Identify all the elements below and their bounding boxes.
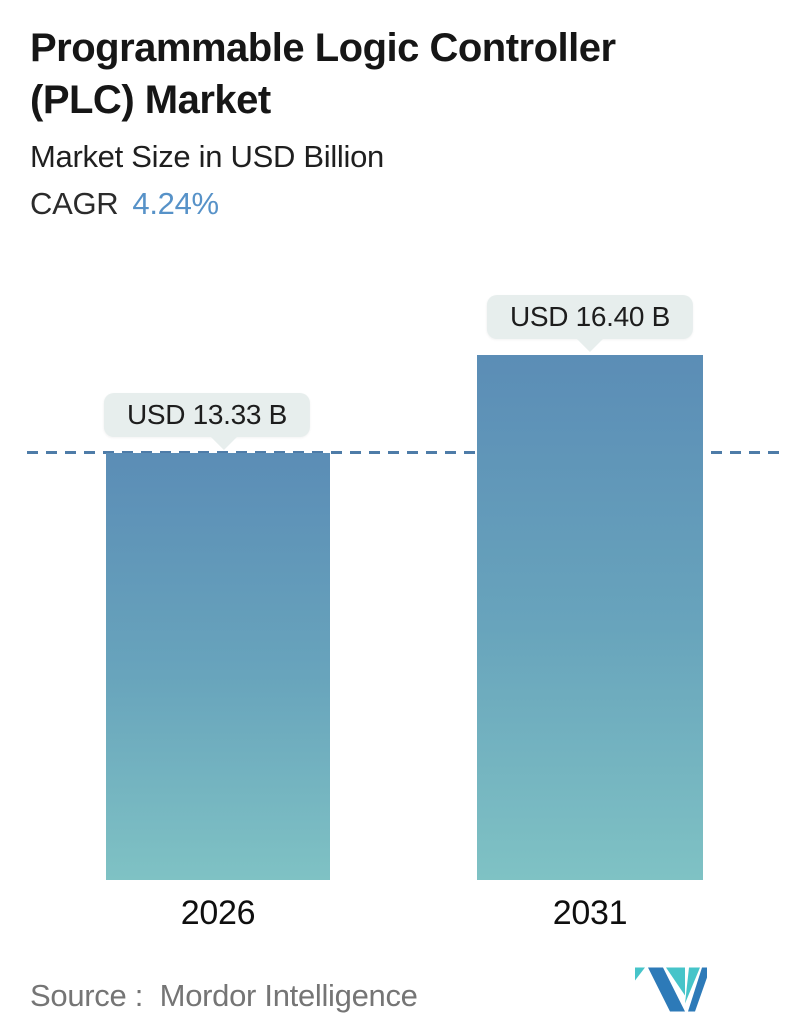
page-title: Programmable Logic Controller (PLC) Mark…: [30, 26, 616, 122]
x-axis-label-2026: 2026: [180, 894, 256, 932]
chart-subtitle: Market Size in USD Billion: [30, 139, 384, 174]
value-label-2026: USD 13.33 B: [126, 399, 288, 430]
bar-2026[interactable]: USD 13.33 B: [103, 393, 330, 880]
cagr-row: CAGR 4.24%: [30, 186, 730, 222]
value-label-2031: USD 16.40 B: [509, 301, 671, 332]
value-tooltip-2026: USD 13.33 B: [103, 393, 311, 437]
value-tooltip-2031: USD 16.40 B: [486, 295, 694, 339]
cagr-label: CAGR: [30, 186, 119, 221]
baseline-dashed-line: [27, 451, 785, 454]
mordor-intelligence-logo: [635, 967, 707, 1012]
x-axis-label-2031: 2031: [552, 894, 628, 932]
source-text: Source : Mordor Intelligence: [30, 978, 418, 1013]
bar-2031[interactable]: USD 16.40 B: [477, 295, 703, 880]
chart-header: Programmable Logic Controller (PLC) Mark…: [30, 22, 730, 222]
cagr-value: 4.24%: [132, 186, 219, 221]
